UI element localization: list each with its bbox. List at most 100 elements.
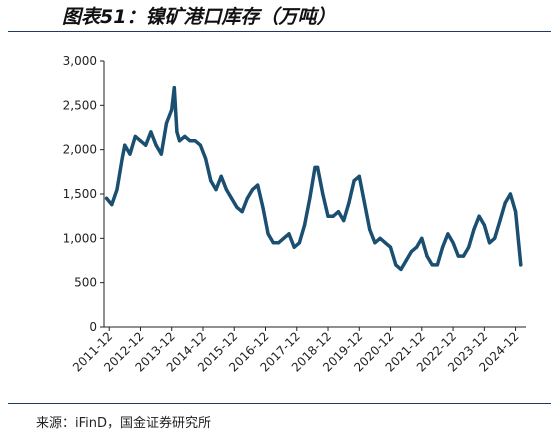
series-point (441, 245, 445, 249)
line-chart: 0 500 1,000 1,500 2,000 2,500 3,000 2011-12201… (63, 54, 526, 375)
series-point (373, 241, 377, 245)
series-point (446, 232, 450, 236)
series-point (409, 250, 413, 254)
series-point (456, 254, 460, 258)
series-point (368, 227, 372, 232)
series-point (451, 241, 455, 245)
series-point (399, 267, 403, 271)
chart-title: 图表51：镍矿港口库存（万吨） (62, 6, 336, 28)
series-point (159, 152, 163, 156)
series-point (352, 179, 356, 183)
series-point (282, 236, 286, 240)
series-point (503, 201, 507, 205)
series-point (240, 210, 244, 214)
series-point (250, 188, 255, 192)
series-point (498, 219, 502, 223)
series-point (245, 196, 249, 200)
y-axis-ticks: 0 500 1,000 1,500 2,000 2,500 3,000 (63, 54, 104, 334)
series-point (115, 188, 119, 192)
series-point (493, 236, 497, 240)
source-divider (8, 403, 551, 404)
series-point (415, 245, 419, 249)
series-line-1 (104, 85, 523, 272)
series-point (193, 139, 197, 143)
series-point (394, 263, 398, 267)
series-point (149, 130, 153, 134)
series-point (292, 245, 296, 249)
series-point (105, 196, 109, 200)
series-point (133, 134, 137, 138)
title-divider (8, 31, 551, 32)
series-point (477, 214, 481, 218)
series-point (256, 183, 260, 187)
series-point (435, 263, 439, 267)
series-point (209, 179, 213, 183)
series-point (230, 196, 234, 200)
series-point (297, 241, 301, 245)
series-point (175, 130, 179, 134)
x-axis-ticks: 2011-122012-122013-122014-122015-122016-… (70, 327, 522, 375)
series-point (378, 236, 382, 240)
series-point (183, 134, 187, 138)
series-point (287, 232, 291, 236)
series-point (321, 192, 325, 196)
series-point (219, 174, 223, 178)
series-point (261, 205, 265, 209)
y-tick-label: 500 (74, 276, 97, 290)
series-point (224, 188, 228, 192)
series-point (383, 241, 387, 245)
series-point (420, 236, 424, 240)
series-point (271, 241, 275, 245)
series-point (177, 139, 182, 143)
series-point (472, 227, 476, 232)
series-point (508, 192, 512, 196)
series-point (214, 188, 218, 192)
series-point (482, 223, 486, 227)
series-point (467, 245, 471, 249)
series-point (336, 210, 340, 214)
series-point (128, 152, 132, 156)
series-point (461, 254, 466, 258)
y-tick-label: 2,000 (63, 143, 97, 157)
series-point (519, 263, 523, 267)
source-note: 来源：iFinD，国金证券研究所 (36, 416, 212, 431)
series-point (357, 174, 361, 178)
y-tick-label: 2,500 (63, 98, 97, 112)
series-point (362, 201, 367, 205)
series-point (164, 121, 169, 125)
series-point (123, 143, 127, 147)
series-point (204, 156, 208, 161)
series-point (110, 203, 114, 207)
series-point (347, 201, 351, 205)
series-point (425, 254, 429, 258)
series-point (326, 214, 330, 218)
plot-area (104, 85, 523, 272)
series-point (170, 108, 174, 112)
series-point (144, 143, 148, 147)
series-point (154, 143, 158, 147)
series-point (172, 86, 176, 90)
series-point (430, 263, 434, 267)
series-point (313, 165, 317, 169)
series-point (235, 205, 239, 209)
series-point (138, 139, 143, 143)
series-point (342, 219, 346, 223)
y-tick-label: 0 (89, 320, 97, 334)
series-point (120, 156, 124, 161)
y-tick-label: 1,000 (63, 231, 97, 245)
series-point (308, 196, 312, 200)
series-point (198, 143, 202, 147)
series-point (316, 165, 320, 169)
chart-axes (103, 61, 526, 328)
series-point (303, 223, 307, 227)
series-point (188, 139, 192, 143)
series-point (404, 258, 408, 263)
series-point (266, 232, 270, 236)
series-point (388, 245, 393, 249)
y-tick-label: 3,000 (63, 54, 97, 68)
series-point (487, 241, 492, 245)
series-point (514, 210, 518, 214)
y-tick-label: 1,500 (63, 187, 97, 201)
series-point (331, 214, 335, 218)
series-point (276, 241, 281, 245)
